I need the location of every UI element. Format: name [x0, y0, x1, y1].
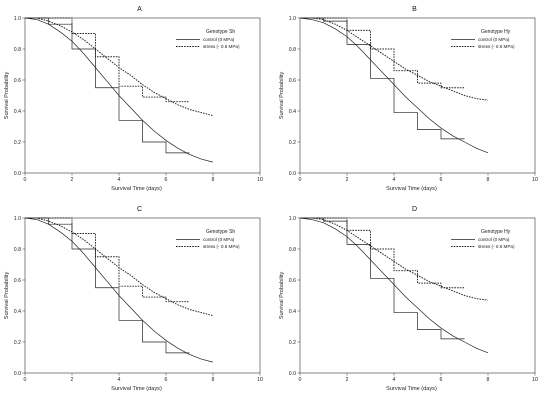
fitted-curve-control — [24, 17, 214, 163]
y-tick-label: 0.6 — [14, 78, 21, 84]
y-tick-label: 0.0 — [289, 371, 296, 377]
x-tick-label: 8 — [212, 177, 215, 183]
x-tick-label: 4 — [118, 377, 121, 383]
y-tick-label: 0.0 — [14, 371, 21, 377]
y-tick-label: 0.6 — [14, 278, 21, 284]
x-axis-label: Survival Time (days) — [386, 386, 437, 392]
panel-letter: C — [137, 206, 142, 213]
x-tick-label: 10 — [532, 177, 538, 183]
x-axis-label: Survival Time (days) — [386, 186, 437, 192]
panel-letter: D — [412, 206, 417, 213]
y-axis-label: Survival Probability — [279, 72, 285, 120]
fitted-curve-control — [24, 217, 214, 363]
y-tick-label: 0.8 — [289, 247, 296, 253]
legend-label: stress (- 0.6 MPa) — [478, 44, 515, 49]
y-tick-label: 1.0 — [289, 16, 296, 22]
legend-label: stress (- 0.6 MPa) — [203, 44, 240, 49]
plot-frame — [24, 17, 261, 174]
km-step-control — [300, 217, 465, 340]
x-tick-label: 0 — [24, 177, 27, 183]
x-tick-label: 0 — [24, 377, 27, 383]
panel-letter: B — [412, 6, 417, 13]
y-axis-label: Survival Probability — [4, 272, 10, 320]
y-tick-label: 0.2 — [289, 140, 296, 146]
y-tick-label: 0.8 — [14, 47, 21, 53]
x-tick-label: 10 — [257, 377, 263, 383]
legend-title: Genotype Sh — [206, 229, 235, 235]
chart-svg: A 0 2 4 6 8 10 0.0 0.2 0.4 0.6 0.8 1.0 Survival Time … — [4, 6, 263, 192]
legend-label: control (0 MPa) — [478, 237, 510, 242]
legend-label: control (0 MPa) — [203, 237, 235, 242]
legend-label: control (0 MPa) — [478, 37, 510, 42]
x-tick-label: 6 — [440, 177, 443, 183]
y-tick-label: 0.2 — [289, 340, 296, 346]
plot-frame — [299, 17, 536, 174]
x-tick-label: 2 — [346, 177, 349, 183]
x-tick-label: 6 — [165, 177, 168, 183]
y-tick-label: 1.0 — [14, 216, 21, 222]
y-tick-label: 0.8 — [14, 247, 21, 253]
x-tick-label: 2 — [71, 177, 74, 183]
fitted-curve-stress — [25, 17, 214, 117]
legend-label: control (0 MPa) — [203, 37, 235, 42]
y-tick-label: 0.6 — [289, 278, 296, 284]
panel-letter: A — [137, 6, 142, 13]
legend-title: Genotype Hy — [481, 229, 511, 235]
km-step-control — [25, 17, 190, 154]
y-tick-label: 0.6 — [289, 78, 296, 84]
legend-title: Genotype Sh — [206, 29, 235, 35]
y-tick-label: 1.0 — [289, 216, 296, 222]
x-tick-label: 0 — [299, 377, 302, 383]
fitted-curve-stress — [300, 17, 489, 101]
y-tick-label: 0.8 — [289, 47, 296, 53]
km-step-control — [300, 17, 465, 140]
y-tick-label: 0.0 — [14, 171, 21, 177]
km-step-stress — [25, 17, 190, 103]
x-tick-label: 2 — [71, 377, 74, 383]
x-tick-label: 10 — [532, 377, 538, 383]
y-axis-label: Survival Probability — [4, 72, 10, 120]
plot-frame — [24, 217, 261, 374]
legend-label: stress (- 0.6 MPa) — [478, 244, 515, 249]
x-tick-label: 2 — [346, 377, 349, 383]
fitted-curve-control — [299, 217, 489, 354]
x-tick-label: 8 — [487, 377, 490, 383]
fitted-curve-stress — [25, 217, 214, 317]
chart-svg: C 0 2 4 6 8 10 0.0 0.2 0.4 0.6 0.8 1.0 Survival Time … — [4, 206, 263, 392]
x-axis-label: Survival Time (days) — [111, 386, 162, 392]
plot-frame — [299, 217, 536, 374]
fitted-curve-control — [299, 17, 489, 154]
chart-svg: B 0 2 4 6 8 10 0.0 0.2 0.4 0.6 0.8 1.0 Survival Time … — [279, 6, 538, 192]
x-tick-label: 4 — [118, 177, 121, 183]
fitted-curve-stress — [300, 217, 489, 301]
y-tick-label: 0.4 — [289, 109, 296, 115]
x-tick-label: 10 — [257, 177, 263, 183]
y-tick-label: 1.0 — [14, 16, 21, 22]
x-tick-label: 6 — [440, 377, 443, 383]
y-tick-label: 0.4 — [14, 109, 21, 115]
y-tick-label: 0.4 — [289, 309, 296, 315]
legend-title: Genotype Hy — [481, 29, 511, 35]
x-tick-label: 8 — [212, 377, 215, 383]
x-tick-label: 4 — [393, 177, 396, 183]
y-tick-label: 0.4 — [14, 309, 21, 315]
x-tick-label: 8 — [487, 177, 490, 183]
legend-label: stress (- 0.6 MPa) — [203, 244, 240, 249]
y-tick-label: 0.0 — [289, 171, 296, 177]
x-tick-label: 0 — [299, 177, 302, 183]
km-step-control — [25, 217, 190, 354]
km-step-stress — [300, 217, 465, 289]
x-tick-label: 4 — [393, 377, 396, 383]
x-axis-label: Survival Time (days) — [111, 186, 162, 192]
km-step-stress — [300, 17, 465, 89]
chart-svg: D 0 2 4 6 8 10 0.0 0.2 0.4 0.6 0.8 1.0 Survival Time … — [279, 206, 538, 392]
x-tick-label: 6 — [165, 377, 168, 383]
y-axis-label: Survival Probability — [279, 272, 285, 320]
y-tick-label: 0.2 — [14, 140, 21, 146]
y-tick-label: 0.2 — [14, 340, 21, 346]
km-step-stress — [25, 217, 190, 303]
